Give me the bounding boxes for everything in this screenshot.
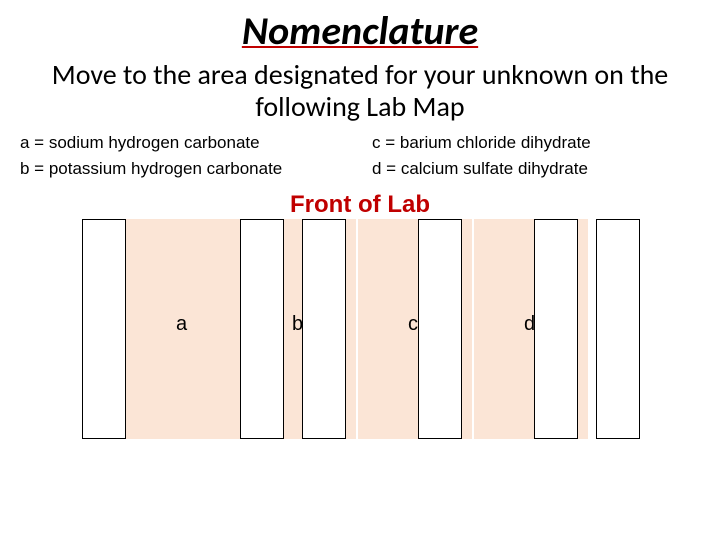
legend-b: b = potassium hydrogen carbonate bbox=[20, 159, 348, 179]
zone-label-b: b bbox=[292, 313, 303, 336]
legend: a = sodium hydrogen carbonate c = barium… bbox=[20, 133, 700, 179]
bench-6 bbox=[596, 219, 640, 439]
zone-label-c: c bbox=[408, 313, 418, 336]
bench-3 bbox=[302, 219, 346, 439]
legend-a: a = sodium hydrogen carbonate bbox=[20, 133, 348, 153]
slide-title: Nomenclature bbox=[0, 6, 720, 55]
front-of-lab-label: Front of Lab bbox=[0, 191, 720, 219]
bench-4 bbox=[418, 219, 462, 439]
bench-2 bbox=[240, 219, 284, 439]
legend-d: d = calcium sulfate dihydrate bbox=[372, 159, 700, 179]
bench-5 bbox=[534, 219, 578, 439]
zone-label-a: a bbox=[176, 313, 187, 336]
slide-subtitle: Move to the area designated for your unk… bbox=[36, 59, 684, 123]
lab-map: a b c d bbox=[0, 219, 720, 509]
legend-c: c = barium chloride dihydrate bbox=[372, 133, 700, 153]
bench-1 bbox=[82, 219, 126, 439]
zone-label-d: d bbox=[524, 313, 535, 336]
